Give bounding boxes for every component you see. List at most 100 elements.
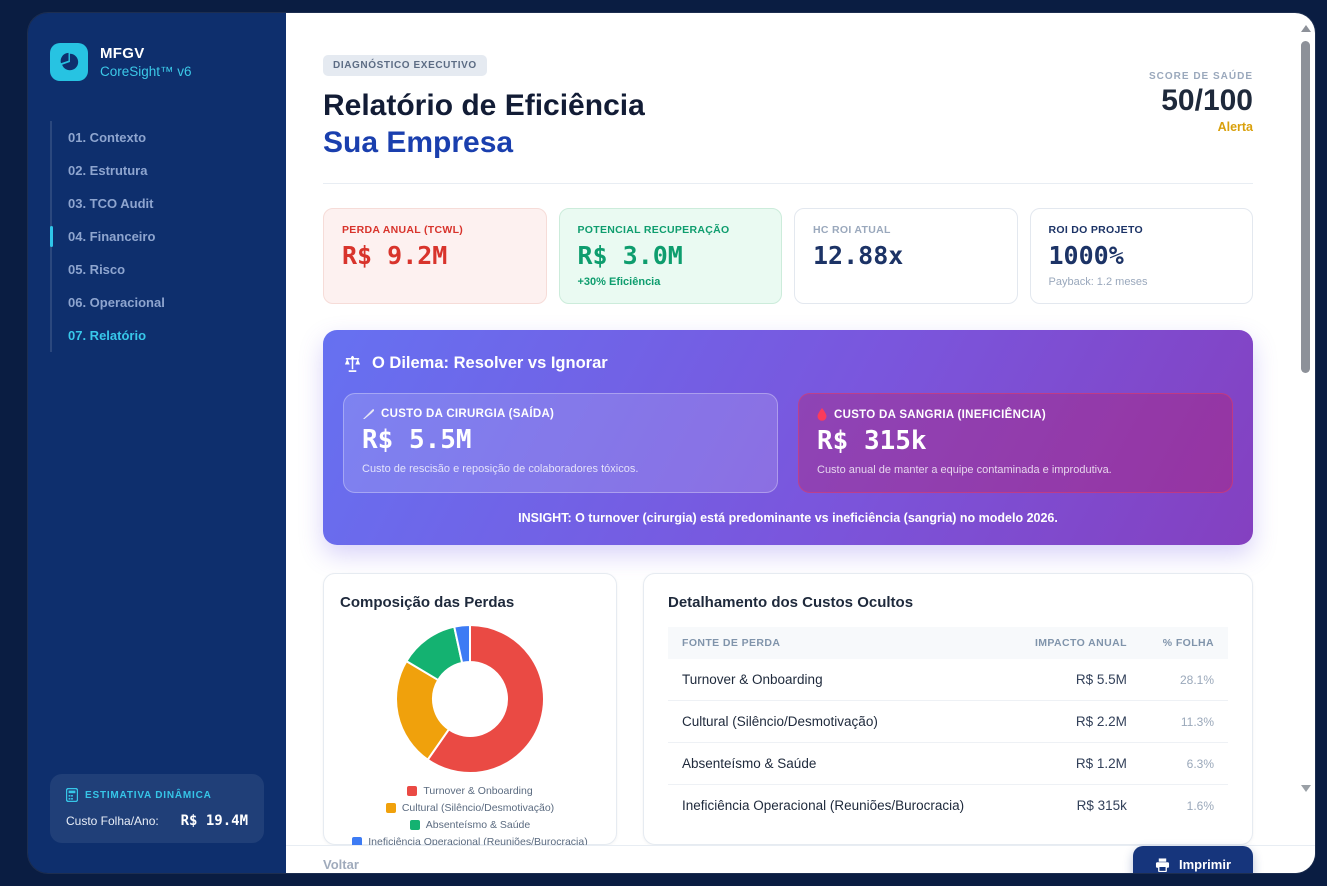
payroll-percent: 28.1% bbox=[1140, 659, 1228, 702]
header-divider bbox=[323, 183, 1253, 185]
product-name: CoreSight™ v6 bbox=[100, 64, 192, 79]
dynamic-estimate-panel: ESTIMATIVA DINÂMICA Custo Folha/Ano: R$ … bbox=[50, 774, 264, 843]
printer-icon bbox=[1155, 858, 1170, 872]
legend-swatch bbox=[407, 786, 418, 797]
report-content: DIAGNÓSTICO EXECUTIVO Relatório de Efici… bbox=[286, 13, 1315, 873]
table-row: Absenteísmo & Saúde R$ 1.2M 6.3% bbox=[668, 742, 1228, 786]
kpi-card-perda-anual: PERDA ANUAL (TCWL) R$ 9.2M bbox=[323, 208, 547, 305]
table-row: Cultural (Silêncio/Desmotivação) R$ 2.2M… bbox=[668, 700, 1228, 744]
kpi-subtext: +30% Eficiência bbox=[577, 276, 661, 289]
footer-bar: Voltar Imprimir bbox=[286, 845, 1315, 873]
annual-impact: R$ 5.5M bbox=[1009, 659, 1141, 702]
brand-name: MFGV bbox=[100, 45, 145, 62]
title-line1: Relatório de Eficiência bbox=[323, 89, 645, 122]
chart-title: Composição das Perdas bbox=[340, 594, 515, 612]
legend-item: Turnover & Onboarding bbox=[407, 785, 533, 797]
column-header: % FOLHA bbox=[1140, 627, 1228, 660]
payroll-percent: 6.3% bbox=[1140, 742, 1228, 786]
loss-donut-chart bbox=[395, 624, 545, 775]
kpi-value: 12.88x bbox=[813, 241, 904, 271]
annual-impact: R$ 1.2M bbox=[1009, 742, 1141, 786]
bleeding-desc: Custo anual de manter a equipe contamina… bbox=[817, 464, 1112, 477]
kpi-label: POTENCIAL RECUPERAÇÃO bbox=[577, 224, 730, 237]
sidebar-item-contexto[interactable]: 01. Contexto bbox=[68, 130, 147, 145]
bleeding-value: R$ 315k bbox=[817, 426, 927, 457]
loss-composition-card: Composição das Perdas Turnover & Onboard… bbox=[323, 573, 617, 848]
title-line2: Sua Empresa bbox=[323, 125, 514, 159]
logo: MFGV CoreSight™ v6 bbox=[50, 43, 264, 81]
loss-source: Absenteísmo & Saúde bbox=[668, 742, 1010, 786]
legend-item: Cultural (Silêncio/Desmotivação) bbox=[385, 802, 554, 814]
sidebar-item-relatorio[interactable]: 07. Relatório bbox=[68, 328, 147, 343]
column-header: FONTE DE PERDA bbox=[668, 627, 1010, 660]
dilemma-panel: O Dilema: Resolver vs Ignorar CUSTO DA C… bbox=[323, 330, 1253, 546]
estimate-label: ESTIMATIVA DINÂMICA bbox=[85, 789, 212, 801]
surgery-cost-card: CUSTO DA CIRURGIA (SAÍDA) R$ 5.5M Custo … bbox=[343, 393, 778, 494]
estimate-key: Custo Folha/Ano: bbox=[66, 814, 159, 828]
surgery-label: CUSTO DA CIRURGIA (SAÍDA) bbox=[381, 408, 555, 421]
surgery-value: R$ 5.5M bbox=[362, 425, 472, 456]
kpi-value: R$ 9.2M bbox=[342, 241, 448, 271]
score-value: 50/100 bbox=[1161, 84, 1253, 117]
table-header-row: FONTE DE PERDA IMPACTO ANUAL % FOLHA bbox=[668, 627, 1228, 660]
chart-legend: Turnover & Onboarding Cultural (Silêncio… bbox=[340, 785, 600, 848]
table-row: Ineficiência Operacional (Reuniões/Buroc… bbox=[668, 785, 1228, 827]
kpi-value: 1000% bbox=[1048, 241, 1124, 271]
page-title: Relatório de Eficiência Sua Empresa bbox=[323, 88, 645, 161]
kpi-subtext: Payback: 1.2 meses bbox=[1048, 276, 1148, 289]
surgery-desc: Custo de rescisão e reposição de colabor… bbox=[362, 463, 639, 476]
payroll-percent: 1.6% bbox=[1186, 798, 1214, 813]
loss-source: Ineficiência Operacional (Reuniões/Buroc… bbox=[682, 798, 965, 814]
kpi-card-hc-roi: HC ROI ATUAL 12.88x bbox=[794, 208, 1018, 305]
scalpel-icon bbox=[363, 409, 374, 420]
hidden-costs-table: FONTE DE PERDA IMPACTO ANUAL % FOLHA Tur… bbox=[668, 627, 1228, 826]
print-button[interactable]: Imprimir bbox=[1132, 846, 1253, 873]
back-button[interactable]: Voltar bbox=[323, 857, 359, 873]
diagnostic-badge: DIAGNÓSTICO EXECUTIVO bbox=[323, 55, 487, 76]
kpi-row: PERDA ANUAL (TCWL) R$ 9.2M POTENCIAL REC… bbox=[323, 208, 1253, 305]
score-status-badge: Alerta bbox=[1217, 120, 1253, 134]
table-title: Detalhamento dos Custos Ocultos bbox=[668, 594, 914, 612]
app-window: MFGV CoreSight™ v6 01. Contexto 02. Estr… bbox=[28, 13, 1315, 873]
blood-drop-icon bbox=[817, 408, 827, 421]
bleeding-cost-card: CUSTO DA SANGRIA (INEFICIÊNCIA) R$ 315k … bbox=[798, 393, 1233, 494]
bleeding-label: CUSTO DA SANGRIA (INEFICIÊNCIA) bbox=[834, 408, 1047, 421]
kpi-label: HC ROI ATUAL bbox=[813, 224, 891, 237]
legend-swatch bbox=[409, 820, 420, 831]
loss-source: Cultural (Silêncio/Desmotivação) bbox=[668, 700, 1010, 744]
estimate-value: R$ 19.4M bbox=[180, 813, 248, 829]
sidebar-item-operacional[interactable]: 06. Operacional bbox=[68, 295, 165, 310]
score-label: SCORE DE SAÚDE bbox=[1148, 71, 1253, 82]
column-header: IMPACTO ANUAL bbox=[1009, 627, 1141, 660]
sidebar-item-estrutura[interactable]: 02. Estrutura bbox=[68, 163, 148, 178]
scrollbar[interactable] bbox=[1300, 13, 1312, 800]
insight-text: INSIGHT: O turnover (cirurgia) está pred… bbox=[518, 511, 1058, 526]
scroll-down-icon[interactable] bbox=[1301, 785, 1311, 792]
hidden-costs-card: Detalhamento dos Custos Ocultos FONTE DE… bbox=[643, 573, 1253, 846]
health-score: SCORE DE SAÚDE 50/100 Alerta bbox=[1149, 71, 1253, 161]
calculator-icon bbox=[66, 788, 78, 802]
sidebar-item-financeiro[interactable]: 04. Financeiro bbox=[50, 220, 264, 253]
sidebar: MFGV CoreSight™ v6 01. Contexto 02. Estr… bbox=[28, 13, 286, 873]
sidebar-item-tco-audit[interactable]: 03. TCO Audit bbox=[68, 196, 154, 211]
kpi-card-potencial-recuperacao: POTENCIAL RECUPERAÇÃO R$ 3.0M +30% Efici… bbox=[558, 208, 782, 305]
print-button-label: Imprimir bbox=[1178, 857, 1231, 873]
sidebar-item-risco[interactable]: 05. Risco bbox=[68, 262, 126, 277]
kpi-card-roi-projeto: ROI DO PROJETO 1000% Payback: 1.2 meses bbox=[1029, 208, 1253, 305]
scroll-up-icon[interactable] bbox=[1301, 25, 1311, 32]
kpi-value: R$ 3.0M bbox=[577, 241, 683, 271]
kpi-label: PERDA ANUAL (TCWL) bbox=[342, 224, 464, 237]
pie-chart-logo-icon bbox=[50, 43, 88, 81]
payroll-percent: 11.3% bbox=[1140, 700, 1228, 744]
annual-impact: R$ 315k bbox=[1076, 798, 1127, 814]
balance-scale-icon bbox=[344, 355, 361, 372]
kpi-label: ROI DO PROJETO bbox=[1048, 224, 1143, 237]
loss-source: Turnover & Onboarding bbox=[668, 659, 1010, 702]
sidebar-nav: 01. Contexto 02. Estrutura 03. TCO Audit… bbox=[50, 121, 264, 352]
scrollbar-thumb[interactable] bbox=[1301, 41, 1310, 373]
annual-impact: R$ 2.2M bbox=[1009, 700, 1141, 744]
legend-swatch bbox=[385, 803, 396, 814]
legend-swatch bbox=[352, 837, 363, 848]
legend-item: Absenteísmo & Saúde bbox=[409, 819, 530, 831]
table-row: Turnover & Onboarding R$ 5.5M 28.1% bbox=[668, 659, 1228, 702]
